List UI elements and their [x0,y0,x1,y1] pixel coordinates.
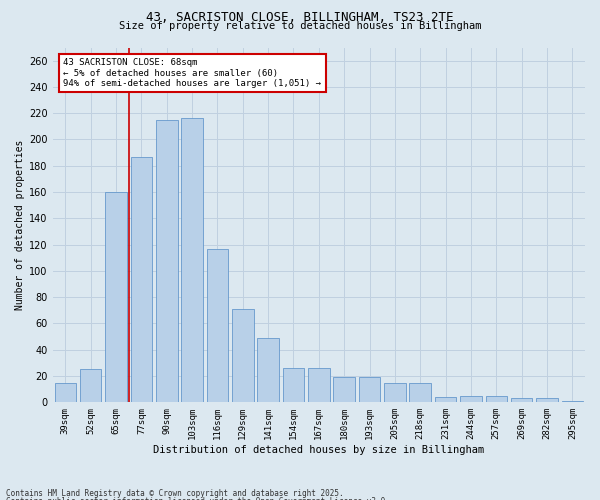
Bar [283,368,304,402]
Bar [409,382,431,402]
Bar [80,370,101,402]
Bar [511,398,532,402]
Bar [334,378,355,402]
Bar [485,396,507,402]
Text: Contains HM Land Registry data © Crown copyright and database right 2025.: Contains HM Land Registry data © Crown c… [6,488,344,498]
Bar [308,368,329,402]
Bar [55,382,76,402]
Text: 43, SACRISTON CLOSE, BILLINGHAM, TS23 2TE: 43, SACRISTON CLOSE, BILLINGHAM, TS23 2T… [146,11,454,24]
Y-axis label: Number of detached properties: Number of detached properties [15,140,25,310]
Bar [435,397,457,402]
Text: Size of property relative to detached houses in Billingham: Size of property relative to detached ho… [119,21,481,31]
Bar [156,120,178,403]
Bar [384,382,406,402]
Bar [206,248,228,402]
Text: 43 SACRISTON CLOSE: 68sqm
← 5% of detached houses are smaller (60)
94% of semi-d: 43 SACRISTON CLOSE: 68sqm ← 5% of detach… [63,58,321,88]
Bar [232,309,254,402]
Bar [131,156,152,402]
Text: Contains public sector information licensed under the Open Government Licence v3: Contains public sector information licen… [6,497,390,500]
Bar [105,192,127,402]
Bar [562,401,583,402]
Bar [181,118,203,403]
Bar [460,396,482,402]
Bar [359,378,380,402]
Bar [536,398,558,402]
X-axis label: Distribution of detached houses by size in Billingham: Distribution of detached houses by size … [153,445,484,455]
Bar [257,338,279,402]
